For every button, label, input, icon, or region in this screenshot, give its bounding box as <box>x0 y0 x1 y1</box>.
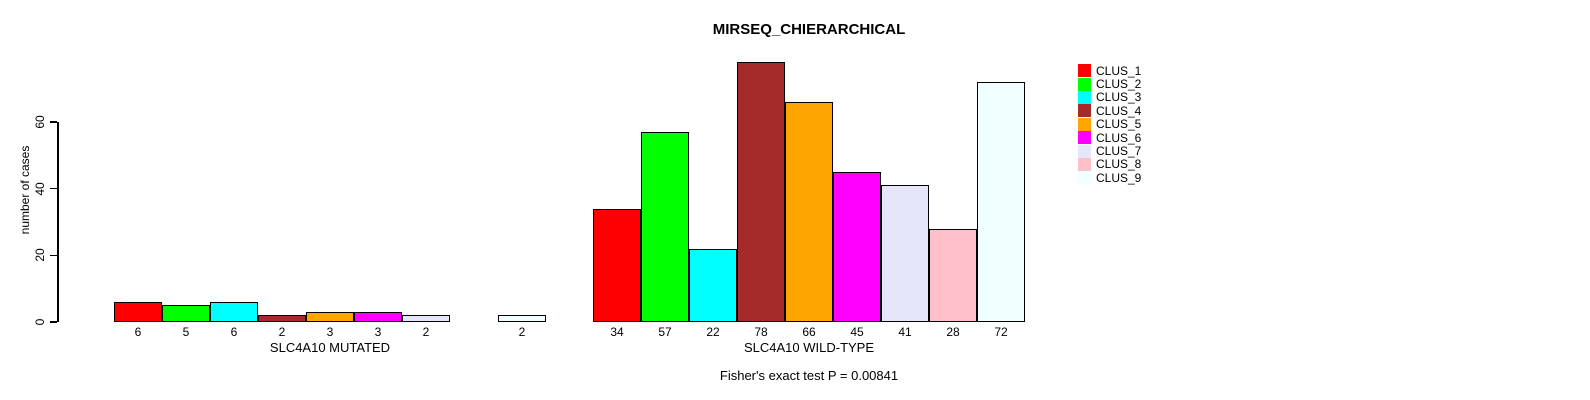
x-axis-group-label: SLC4A10 MUTATED <box>269 340 391 355</box>
bar-clus_1 <box>114 302 162 322</box>
legend: CLUS_1 CLUS_2 CLUS_3 CLUS_4 CLUS_5 CLUS_6 CLUS… <box>1078 64 1141 185</box>
legend-label: CLUS_5 <box>1096 117 1142 132</box>
y-tick-mark <box>50 254 57 257</box>
bar-clus_9 <box>498 315 546 322</box>
bar-clus_6 <box>833 172 881 322</box>
bar-value-label: 45 <box>850 325 864 339</box>
legend-item-clus_9: CLUS_9 <box>1078 170 1142 185</box>
y-axis-label: number of cases <box>18 145 32 235</box>
bar-clus_3 <box>210 302 258 322</box>
bar-value-label: 3 <box>326 325 334 339</box>
legend-swatch-icon <box>1078 157 1091 171</box>
legend-swatch-icon <box>1078 104 1091 118</box>
bar-clus_7 <box>402 315 450 322</box>
bar-clus_4 <box>258 315 306 322</box>
bar-clus_3 <box>689 249 737 322</box>
bar-group-mutated <box>114 57 546 322</box>
legend-label: CLUS_7 <box>1096 144 1142 159</box>
bar-value-label: 6 <box>134 325 142 339</box>
fisher-test-annotation: Fisher's exact test P = 0.00841 <box>719 368 899 383</box>
legend-item-clus_3: CLUS_3 <box>1078 90 1142 105</box>
legend-swatch-icon <box>1078 117 1091 131</box>
bar-clus_4 <box>737 62 785 322</box>
legend-item-clus_6: CLUS_6 <box>1078 130 1142 145</box>
bar-value-label: 78 <box>754 325 768 339</box>
legend-swatch-icon <box>1078 77 1091 91</box>
y-tick-label: 40 <box>33 181 47 196</box>
legend-label: CLUS_4 <box>1096 103 1142 118</box>
y-tick-mark <box>50 321 57 323</box>
chart-title: MIRSEQ_CHIERARCHICAL <box>712 21 906 38</box>
bar-value-label: 2 <box>278 325 286 339</box>
legend-item-clus_5: CLUS_5 <box>1078 117 1142 132</box>
legend-label: CLUS_8 <box>1096 157 1142 172</box>
bar-clus_7 <box>881 185 929 322</box>
legend-item-clus_2: CLUS_2 <box>1078 77 1142 92</box>
legend-swatch-icon <box>1078 64 1091 78</box>
bar-clus_5 <box>306 312 354 322</box>
legend-label: CLUS_1 <box>1096 63 1142 78</box>
bar-value-label: 28 <box>946 325 960 339</box>
legend-swatch-icon <box>1078 171 1091 185</box>
legend-swatch-icon <box>1078 90 1091 104</box>
bar-value-label: 6 <box>230 325 238 339</box>
bar-value-label: 66 <box>802 325 816 339</box>
legend-item-clus_4: CLUS_4 <box>1078 103 1142 118</box>
y-tick-mark <box>50 121 57 123</box>
bar-clus_1 <box>593 209 641 322</box>
bar-value-label: 41 <box>898 325 912 339</box>
bar-clus_9 <box>977 82 1025 322</box>
bar-clus_2 <box>162 305 210 322</box>
legend-item-clus_7: CLUS_7 <box>1078 144 1142 159</box>
y-tick-label: 0 <box>33 318 47 326</box>
bar-clus_6 <box>354 312 402 322</box>
legend-label: CLUS_9 <box>1096 170 1142 185</box>
bar-group-wild-type <box>593 57 1025 322</box>
bar-value-label: 2 <box>518 325 526 339</box>
bar-value-label: 5 <box>182 325 190 339</box>
bar-value-labels: 6 5 6 2 3 3 2 2 <box>114 325 546 339</box>
y-tick-label: 20 <box>33 248 47 263</box>
bar-value-label: 72 <box>994 325 1008 339</box>
legend-label: CLUS_6 <box>1096 130 1142 145</box>
legend-label: CLUS_2 <box>1096 77 1142 92</box>
legend-label: CLUS_3 <box>1096 90 1142 105</box>
bar-value-label: 22 <box>706 325 720 339</box>
bar-value-labels: 34 57 22 78 66 45 41 28 72 <box>593 325 1025 339</box>
legend-item-clus_8: CLUS_8 <box>1078 157 1142 172</box>
bar-value-label: 57 <box>658 325 672 339</box>
bar-value-label <box>450 325 498 339</box>
y-tick-mark <box>50 187 57 190</box>
bar-value-label: 34 <box>610 325 624 339</box>
bar-clus_5 <box>785 102 833 322</box>
x-axis-group-label: SLC4A10 WILD-TYPE <box>743 340 875 355</box>
legend-swatch-icon <box>1078 131 1091 145</box>
bar-value-label: 3 <box>374 325 382 339</box>
bar-clus_8 <box>929 229 977 322</box>
bar-clus_2 <box>641 132 689 322</box>
y-axis-line <box>57 122 59 322</box>
legend-item-clus_1: CLUS_1 <box>1078 63 1142 78</box>
legend-swatch-icon <box>1078 144 1091 158</box>
y-tick-label: 60 <box>33 115 47 129</box>
bar-value-label: 2 <box>422 325 430 339</box>
